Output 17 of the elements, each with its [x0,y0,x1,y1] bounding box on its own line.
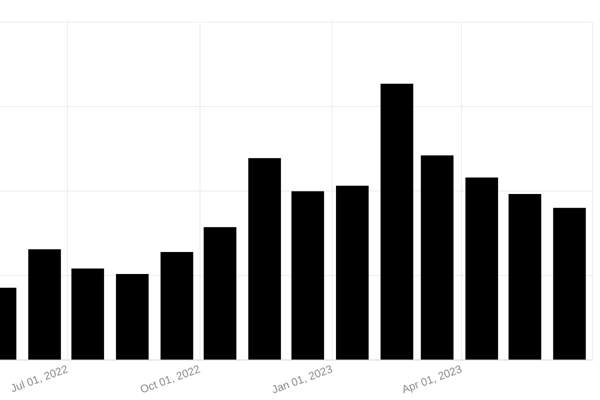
bar [420,155,454,360]
bar [248,158,281,360]
bar [71,268,104,360]
bar [553,208,586,360]
bar [204,227,236,360]
bar [380,84,414,360]
x-tick-label: Jul 01, 2022 [9,363,70,396]
x-tick-label: Jan 01, 2023 [270,363,334,396]
x-tick-label: Apr 01, 2023 [400,363,464,396]
bar [508,194,542,360]
bar [28,249,61,360]
bar [291,191,324,360]
bar [465,177,498,360]
bar [336,186,369,360]
bar [116,274,149,360]
bar [160,252,194,360]
x-tick-label: Oct 01, 2022 [138,363,202,396]
